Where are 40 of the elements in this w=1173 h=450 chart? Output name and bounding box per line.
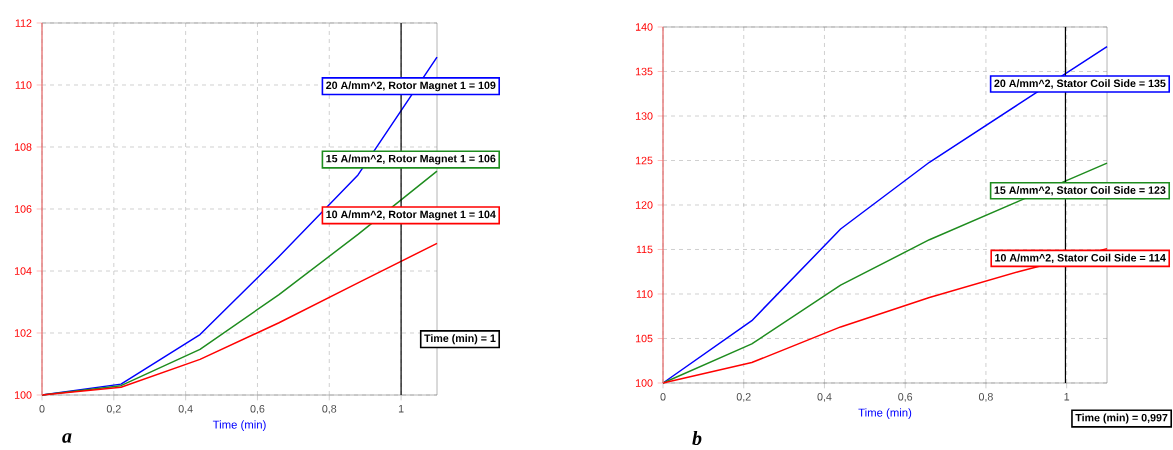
y-tick-label: 105 bbox=[635, 334, 653, 343]
x-tick-label: 0,2 bbox=[736, 393, 751, 402]
y-tick-label: 120 bbox=[635, 201, 653, 209]
y-tick-label: 112 bbox=[15, 19, 32, 27]
y-tick-label: 100 bbox=[635, 379, 653, 387]
y-tick-label: 110 bbox=[636, 290, 653, 298]
y-tick-label: 102 bbox=[14, 329, 32, 337]
x-axis-title: Time (min) bbox=[212, 420, 266, 431]
x-tick-label: 0,8 bbox=[978, 393, 993, 402]
y-tick-label: 125 bbox=[635, 156, 653, 165]
x-tick-label: 1 bbox=[1064, 393, 1070, 401]
y-tick-label: 106 bbox=[14, 205, 32, 213]
x-tick-label: 0,4 bbox=[178, 405, 193, 414]
y-tick-label: 104 bbox=[14, 267, 32, 275]
annotation: 10 A/mm^2, Rotor Magnet 1 = 104 bbox=[326, 210, 496, 221]
annotation: 20 A/mm^2, Rotor Magnet 1 = 109 bbox=[326, 81, 496, 92]
annotation: 20 A/mm^2, Stator Coil Side = 135 bbox=[994, 79, 1166, 89]
x-tick-label: 0,2 bbox=[106, 405, 121, 414]
x-tick-label: 0,8 bbox=[322, 405, 337, 414]
x-tick-label: 0 bbox=[39, 405, 45, 413]
y-tick-label: 110 bbox=[15, 81, 32, 89]
x-axis-title: Time (min) bbox=[858, 408, 912, 419]
x-tick-label: 0,6 bbox=[898, 393, 913, 402]
y-tick-label: 130 bbox=[635, 112, 653, 120]
y-tick-label: 108 bbox=[14, 143, 32, 151]
y-tick-label: 140 bbox=[635, 23, 653, 31]
text: a bbox=[62, 433, 72, 443]
x-tick-label: 0,4 bbox=[817, 393, 832, 402]
y-tick-label: 135 bbox=[635, 67, 653, 76]
y-tick-label: 100 bbox=[14, 391, 32, 399]
x-tick-label: 0,6 bbox=[250, 405, 265, 414]
x-tick-label: 1 bbox=[398, 405, 404, 413]
text: b bbox=[692, 430, 702, 446]
x-tick-label: 0 bbox=[660, 393, 666, 401]
ref-line-label: Time (min) = 0,997 bbox=[1075, 413, 1168, 424]
y-tick-label: 115 bbox=[636, 245, 653, 254]
annotation: 15 A/mm^2, Stator Coil Side = 123 bbox=[994, 186, 1166, 196]
annotation: 10 A/mm^2, Stator Coil Side = 114 bbox=[995, 253, 1166, 264]
annotation: 15 A/mm^2, Rotor Magnet 1 = 106 bbox=[326, 154, 496, 165]
ref-line-label: Time (min) = 1 bbox=[424, 334, 496, 345]
